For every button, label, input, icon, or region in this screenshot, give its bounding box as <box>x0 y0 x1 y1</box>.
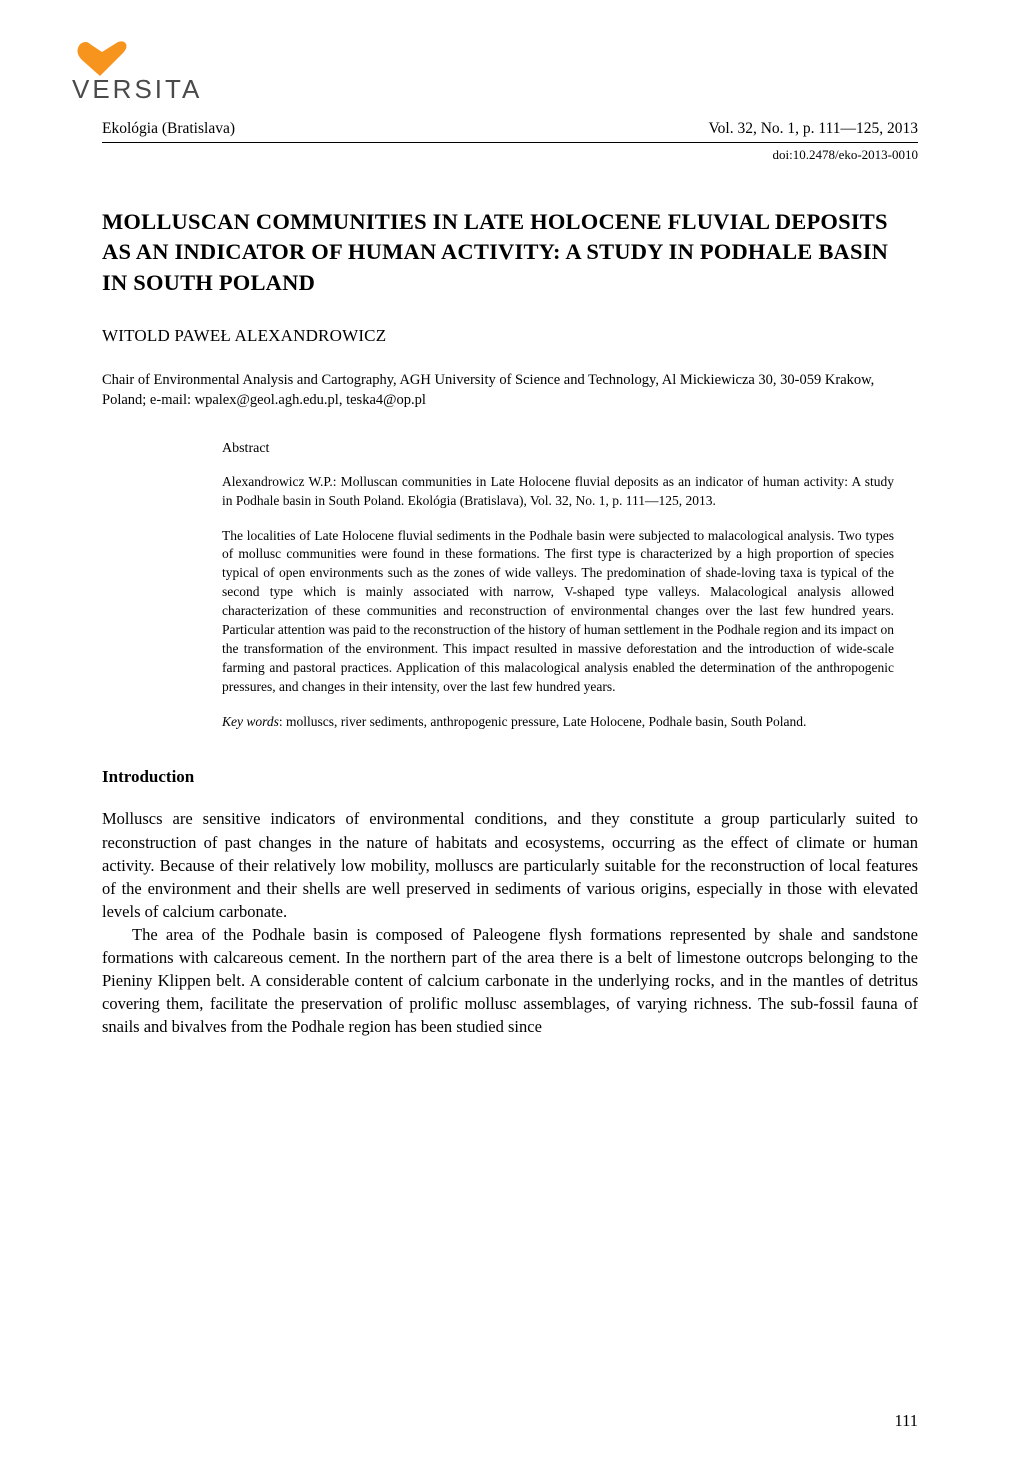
author-affiliation: Chair of Environmental Analysis and Cart… <box>102 370 918 411</box>
abstract-block: Abstract Alexandrowicz W.P.: Molluscan c… <box>222 441 894 732</box>
doi-line: doi:10.2478/eko-2013-0010 <box>102 147 918 163</box>
author-name: WITOLD PAWEŁ ALEXANDROWICZ <box>102 326 918 346</box>
header-row: Ekológia (Bratislava) Vol. 32, No. 1, p.… <box>102 120 918 142</box>
abstract-body: The localities of Late Holocene fluvial … <box>222 527 894 697</box>
keywords-line: Key words: molluscs, river sediments, an… <box>222 713 894 732</box>
publisher-logo: VERSITA <box>72 40 242 107</box>
keywords-text: : molluscs, river sediments, anthropogen… <box>279 714 807 729</box>
journal-name: Ekológia (Bratislava) <box>102 120 235 138</box>
page-number: 111 <box>894 1411 918 1431</box>
logo-text: VERSITA <box>72 74 202 102</box>
volume-issue-line: Vol. 32, No. 1, p. 111—125, 2013 <box>708 120 918 138</box>
article-title: MOLLUSCAN COMMUNITIES IN LATE HOLOCENE F… <box>102 207 918 298</box>
section-heading-introduction: Introduction <box>102 767 918 787</box>
keywords-label: Key words <box>222 714 279 729</box>
logo-swoosh-icon <box>78 41 127 76</box>
abstract-self-citation: Alexandrowicz W.P.: Molluscan communitie… <box>222 473 894 511</box>
header-rule <box>102 142 918 143</box>
body-paragraph: Molluscs are sensitive indicators of env… <box>102 807 918 922</box>
body-paragraph: The area of the Podhale basin is compose… <box>102 923 918 1038</box>
abstract-heading: Abstract <box>222 441 894 457</box>
